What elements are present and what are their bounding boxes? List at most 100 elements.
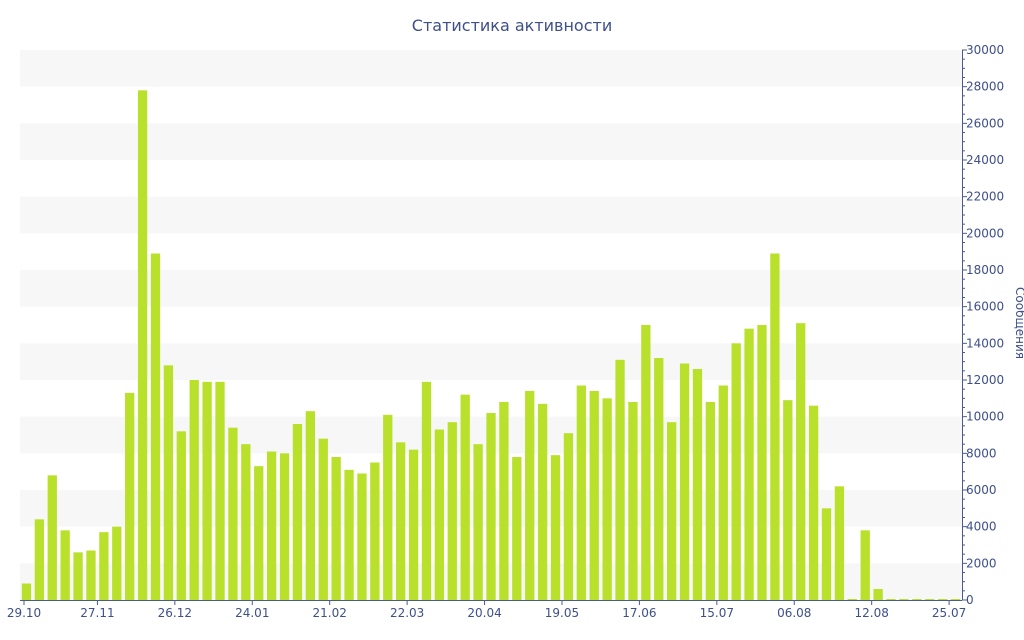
bar — [679, 363, 690, 600]
bar — [34, 519, 45, 600]
x-tick-label: 26.12 — [158, 606, 192, 620]
x-tick-label: 22.03 — [390, 606, 424, 620]
bar — [408, 449, 419, 600]
bar — [615, 359, 625, 600]
bar — [602, 398, 612, 600]
y-tick-label: 16000 — [966, 300, 1004, 314]
bar — [228, 427, 238, 600]
y-tick-label: 6000 — [966, 483, 997, 497]
y-tick-label: 8000 — [966, 446, 997, 460]
bar — [73, 552, 83, 600]
bar — [99, 532, 109, 600]
bar — [486, 413, 496, 600]
y-tick-label: 12000 — [966, 373, 1004, 387]
x-tick-label: 29.10 — [7, 606, 41, 620]
x-tick-label: 25.07 — [932, 606, 966, 620]
bar — [344, 469, 354, 600]
bar — [279, 453, 290, 600]
bar — [796, 323, 806, 600]
bar — [654, 358, 664, 600]
x-tick-label: 19.05 — [545, 606, 579, 620]
bar — [21, 583, 32, 600]
bar — [460, 394, 470, 600]
x-tick-label: 20.04 — [467, 606, 501, 620]
bar — [718, 385, 728, 600]
bar — [550, 455, 561, 600]
grid-band — [20, 50, 962, 87]
grid-band — [20, 123, 962, 160]
grid-band — [20, 196, 962, 234]
bar — [396, 442, 406, 600]
y-tick-label: 10000 — [966, 410, 1004, 424]
bar — [731, 343, 741, 600]
grid-band — [20, 343, 962, 380]
bar — [318, 438, 328, 600]
bar — [266, 451, 277, 600]
bar — [563, 433, 574, 600]
bar — [667, 422, 677, 600]
y-axis-label: Сообщения — [1013, 287, 1024, 359]
bar — [744, 328, 754, 600]
bar — [137, 90, 148, 600]
bar — [292, 424, 303, 600]
bar — [847, 599, 857, 600]
x-tick-label: 21.02 — [313, 606, 347, 620]
bar — [886, 599, 896, 600]
bar — [770, 253, 780, 600]
bar — [808, 405, 819, 600]
y-tick-label: 14000 — [966, 336, 1004, 350]
x-tick-label: 24.01 — [235, 606, 269, 620]
y-tick-label: 0 — [966, 593, 974, 607]
y-tick-label: 20000 — [966, 226, 1004, 240]
bar — [628, 402, 638, 600]
y-tick-label: 28000 — [966, 80, 1004, 94]
bar — [499, 402, 509, 600]
y-axis-ticks: 0 2000 4000 6000 8000 10000 12000 14000 16000 180… — [962, 43, 1004, 607]
bar — [215, 381, 225, 600]
bar — [383, 414, 393, 600]
bar — [912, 599, 922, 600]
grid-band — [20, 270, 962, 307]
bar — [757, 325, 767, 600]
bar — [241, 444, 251, 600]
bar — [202, 381, 212, 600]
bar — [525, 391, 535, 600]
bar — [357, 473, 367, 600]
bar — [254, 466, 264, 600]
y-tick-label: 2000 — [966, 556, 997, 570]
bar — [873, 589, 883, 600]
bar — [421, 381, 432, 600]
x-tick-label: 17.06 — [622, 606, 656, 620]
x-tick-label: 06.08 — [777, 606, 811, 620]
x-axis-ticks: 29.10 27.11 26.12 24.01 21.02 22.03 20.04 19.05… — [7, 600, 966, 620]
bar — [692, 369, 703, 600]
bar — [899, 599, 909, 600]
bar — [641, 325, 651, 600]
x-tick-label: 27.11 — [80, 606, 114, 620]
y-tick-label: 26000 — [966, 116, 1004, 130]
bar — [834, 486, 845, 600]
bar — [370, 462, 380, 600]
y-tick-label: 22000 — [966, 190, 1004, 204]
x-tick-label: 12.08 — [854, 606, 888, 620]
x-tick-label: 15.07 — [700, 606, 734, 620]
y-tick-label: 4000 — [966, 520, 997, 534]
y-tick-label: 18000 — [966, 263, 1004, 277]
bar — [576, 385, 586, 600]
bar — [537, 403, 548, 600]
y-tick-label: 30000 — [966, 43, 1004, 57]
bar — [434, 429, 445, 600]
bar — [305, 411, 315, 600]
bar — [163, 365, 174, 600]
bar — [331, 457, 341, 600]
bar — [447, 422, 457, 600]
bar — [821, 508, 832, 600]
bar — [60, 530, 70, 600]
bar — [589, 391, 599, 600]
bar — [937, 599, 948, 600]
bar — [150, 253, 161, 600]
bar — [176, 431, 186, 600]
bar — [950, 599, 961, 600]
bar — [512, 457, 522, 600]
